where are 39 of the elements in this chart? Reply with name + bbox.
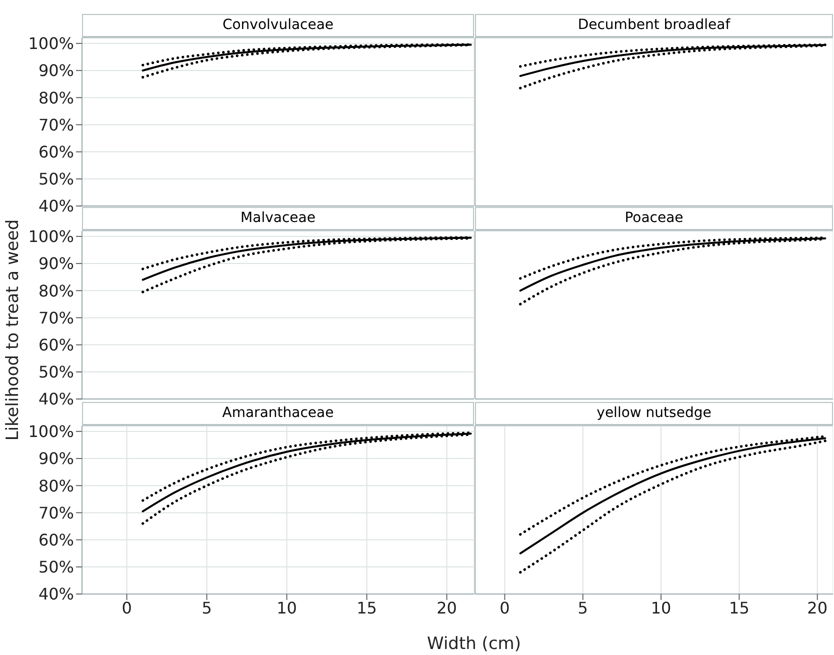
y-tick-label: 90%: [38, 254, 74, 274]
x-tick-label: 5: [202, 598, 212, 618]
x-tick-label: 20: [436, 598, 457, 618]
x-axis-title: Width (cm): [427, 634, 521, 654]
y-tick-label: 50%: [38, 170, 74, 189]
x-tick-label: 15: [356, 598, 377, 618]
y-tick-label: 50%: [38, 362, 74, 382]
chart-title: Amaranthaceae: [82, 402, 474, 426]
x-tick-label: 20: [807, 598, 828, 618]
chart-title: Convolvulaceae: [82, 14, 474, 38]
chart-title: Poaceae: [475, 207, 833, 231]
chart-title: Decumbent broadleaf: [475, 14, 833, 38]
x-tick-label: 0: [500, 598, 510, 618]
y-tick-label: 80%: [38, 476, 74, 496]
y-tick-label: 40%: [38, 584, 74, 604]
y-tick-label: 60%: [38, 335, 74, 354]
y-tick-label: 40%: [38, 390, 74, 409]
y-tick-label: 90%: [38, 449, 74, 468]
chart-title: Malvaceae: [82, 207, 474, 231]
chart-title: yellow nutsedge: [475, 402, 833, 426]
y-tick-label: 70%: [38, 115, 74, 134]
x-tick-label: 5: [578, 598, 588, 618]
y-tick-label: 90%: [38, 61, 74, 80]
y-tick-label: 60%: [38, 530, 74, 550]
y-tick-label: 80%: [38, 88, 74, 108]
y-tick-label: 70%: [38, 308, 74, 328]
x-tick-label: 10: [650, 598, 672, 618]
y-tick-label: 60%: [38, 142, 74, 162]
x-tick-label: 10: [276, 598, 297, 618]
y-tick-label: 40%: [38, 196, 74, 216]
y-tick-label: 100%: [28, 227, 74, 246]
x-tick-label: 15: [729, 598, 750, 618]
y-tick-label: 100%: [28, 422, 74, 442]
y-tick-label: 70%: [38, 503, 74, 522]
y-tick-label: 80%: [38, 281, 74, 300]
y-axis-title: Likelihood to treat a weed: [3, 219, 23, 441]
x-tick-label: 0: [122, 598, 132, 618]
y-tick-label: 100%: [28, 34, 74, 54]
y-tick-label: 50%: [38, 558, 74, 577]
